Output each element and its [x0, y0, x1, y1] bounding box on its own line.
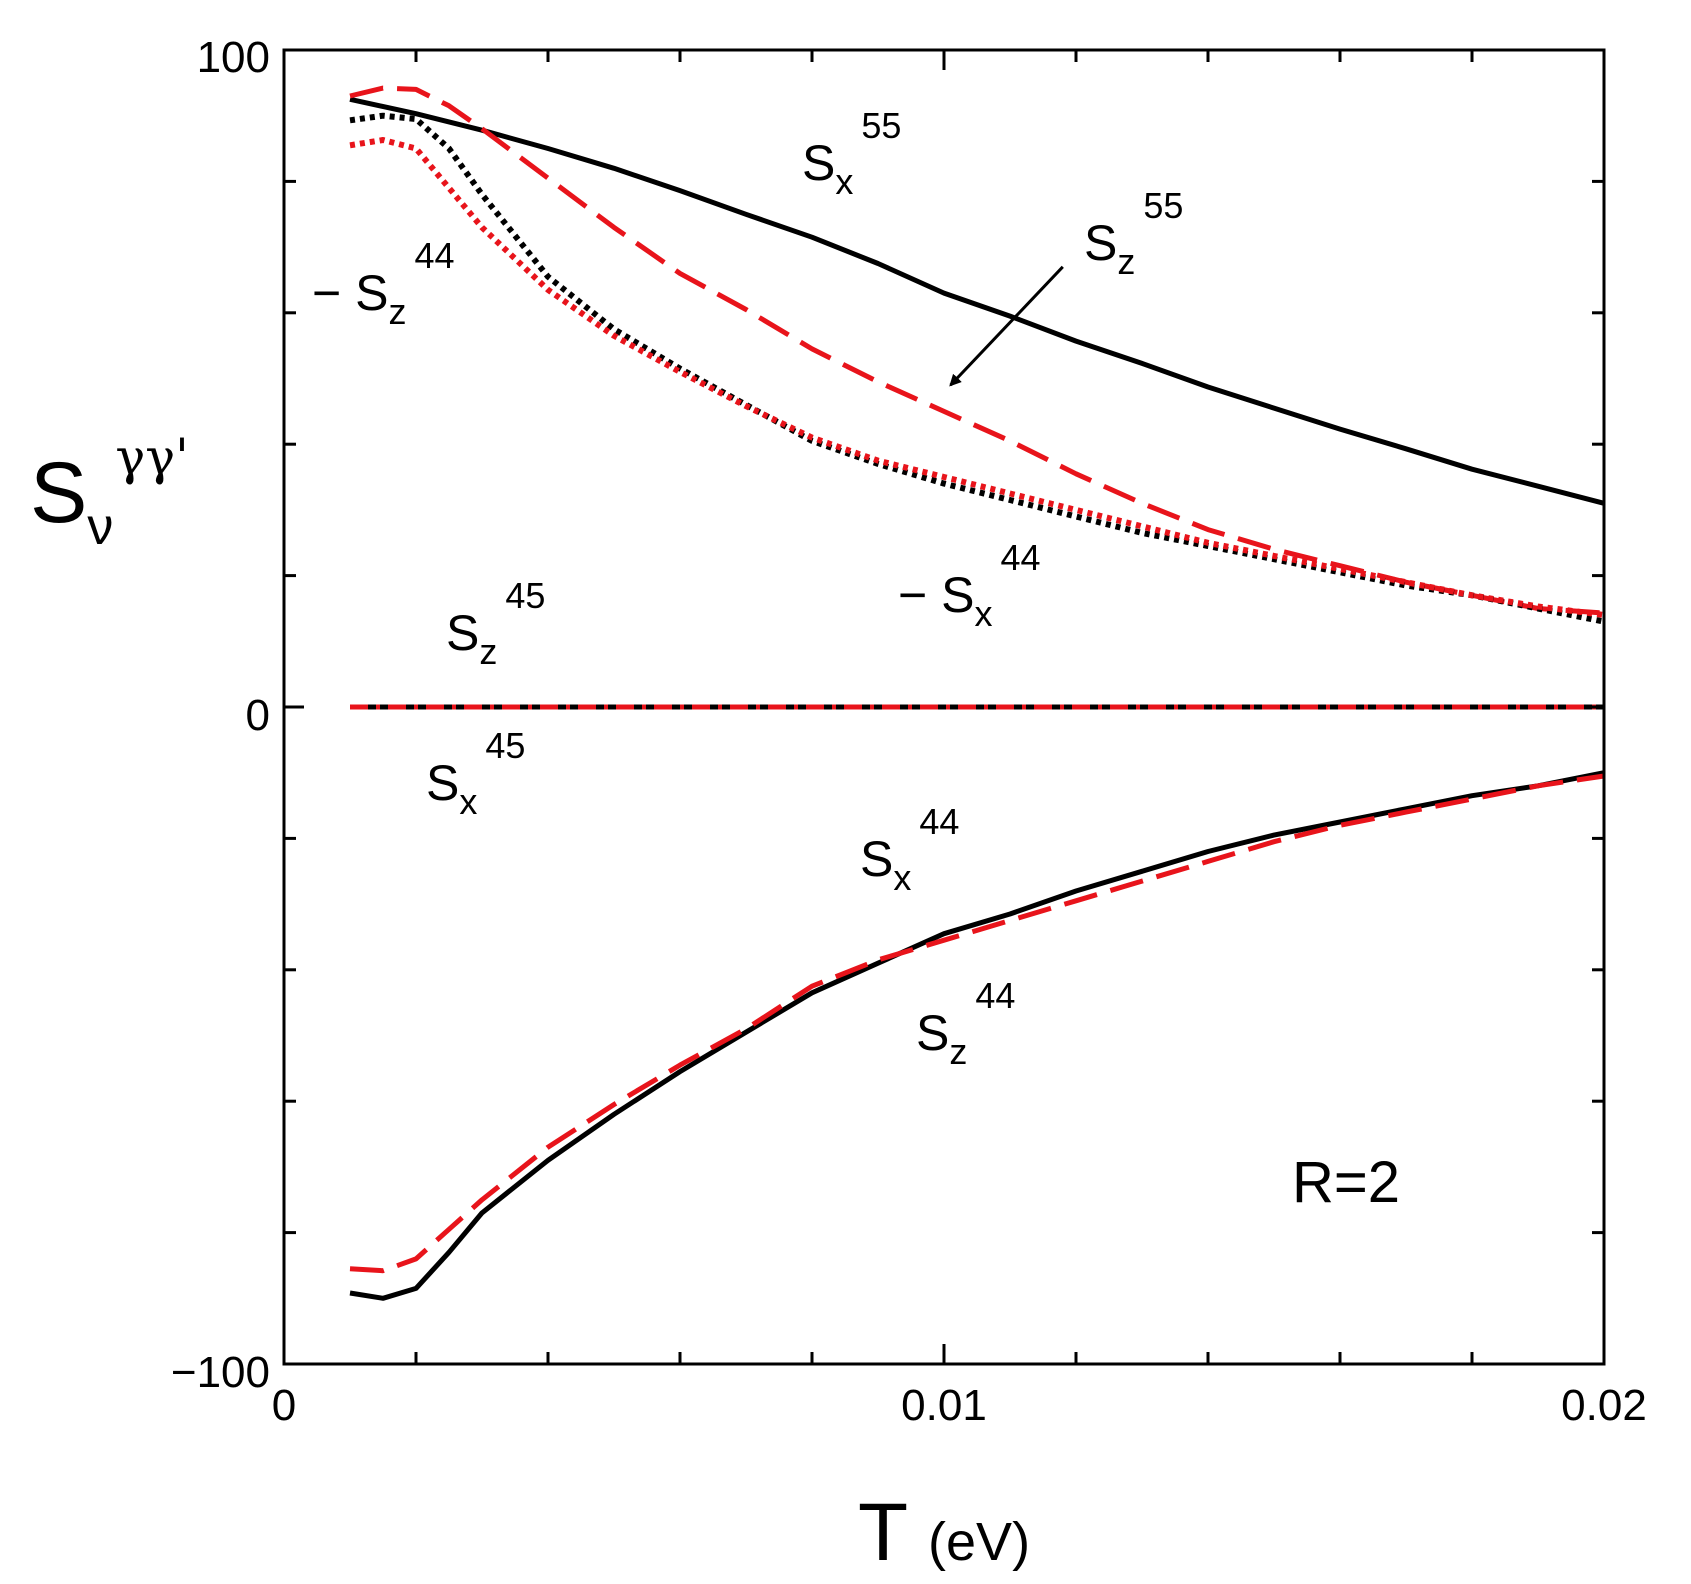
series-layer: [349, 85, 1605, 1301]
y-tick-label-0: 0: [246, 691, 270, 740]
series-line--sx44: [349, 137, 1605, 618]
series-line-sx44: [349, 770, 1605, 1301]
series-line-sx55: [349, 96, 1605, 506]
series-line--sz44: [349, 112, 1605, 625]
y-tick-label-neg100: −100: [171, 1348, 270, 1397]
x-tick-label-0: 0: [272, 1381, 296, 1430]
x-tick-label-0.01: 0.01: [901, 1381, 987, 1430]
annotation-sz45: Sz45: [446, 575, 545, 672]
series-line-sz44: [349, 773, 1605, 1274]
sz55-pointer-arrow: [949, 265, 1064, 387]
plot-frame: [282, 48, 1606, 1366]
x-axis-label: T (eV): [858, 1487, 1030, 1578]
annotation-sx45: Sx45: [426, 725, 525, 822]
annotation-sz55: Sz55: [1084, 185, 1183, 282]
y-tick-label-100: 100: [197, 33, 270, 82]
series-line-sz55: [349, 85, 1605, 616]
annotation-sx44: Sx44: [860, 801, 959, 898]
y-axis-label: Sνγγ': [30, 428, 189, 556]
annotation-sx55: Sx55: [802, 105, 901, 202]
annotation-sz44: Sz44: [916, 975, 1015, 1072]
x-tick-label-0.02: 0.02: [1561, 1381, 1647, 1430]
legend-r-value: R=2: [1292, 1150, 1400, 1215]
annotation-minus-sz44: − Sz44: [312, 235, 455, 332]
annotation-minus-sx44: − Sx44: [898, 537, 1041, 634]
